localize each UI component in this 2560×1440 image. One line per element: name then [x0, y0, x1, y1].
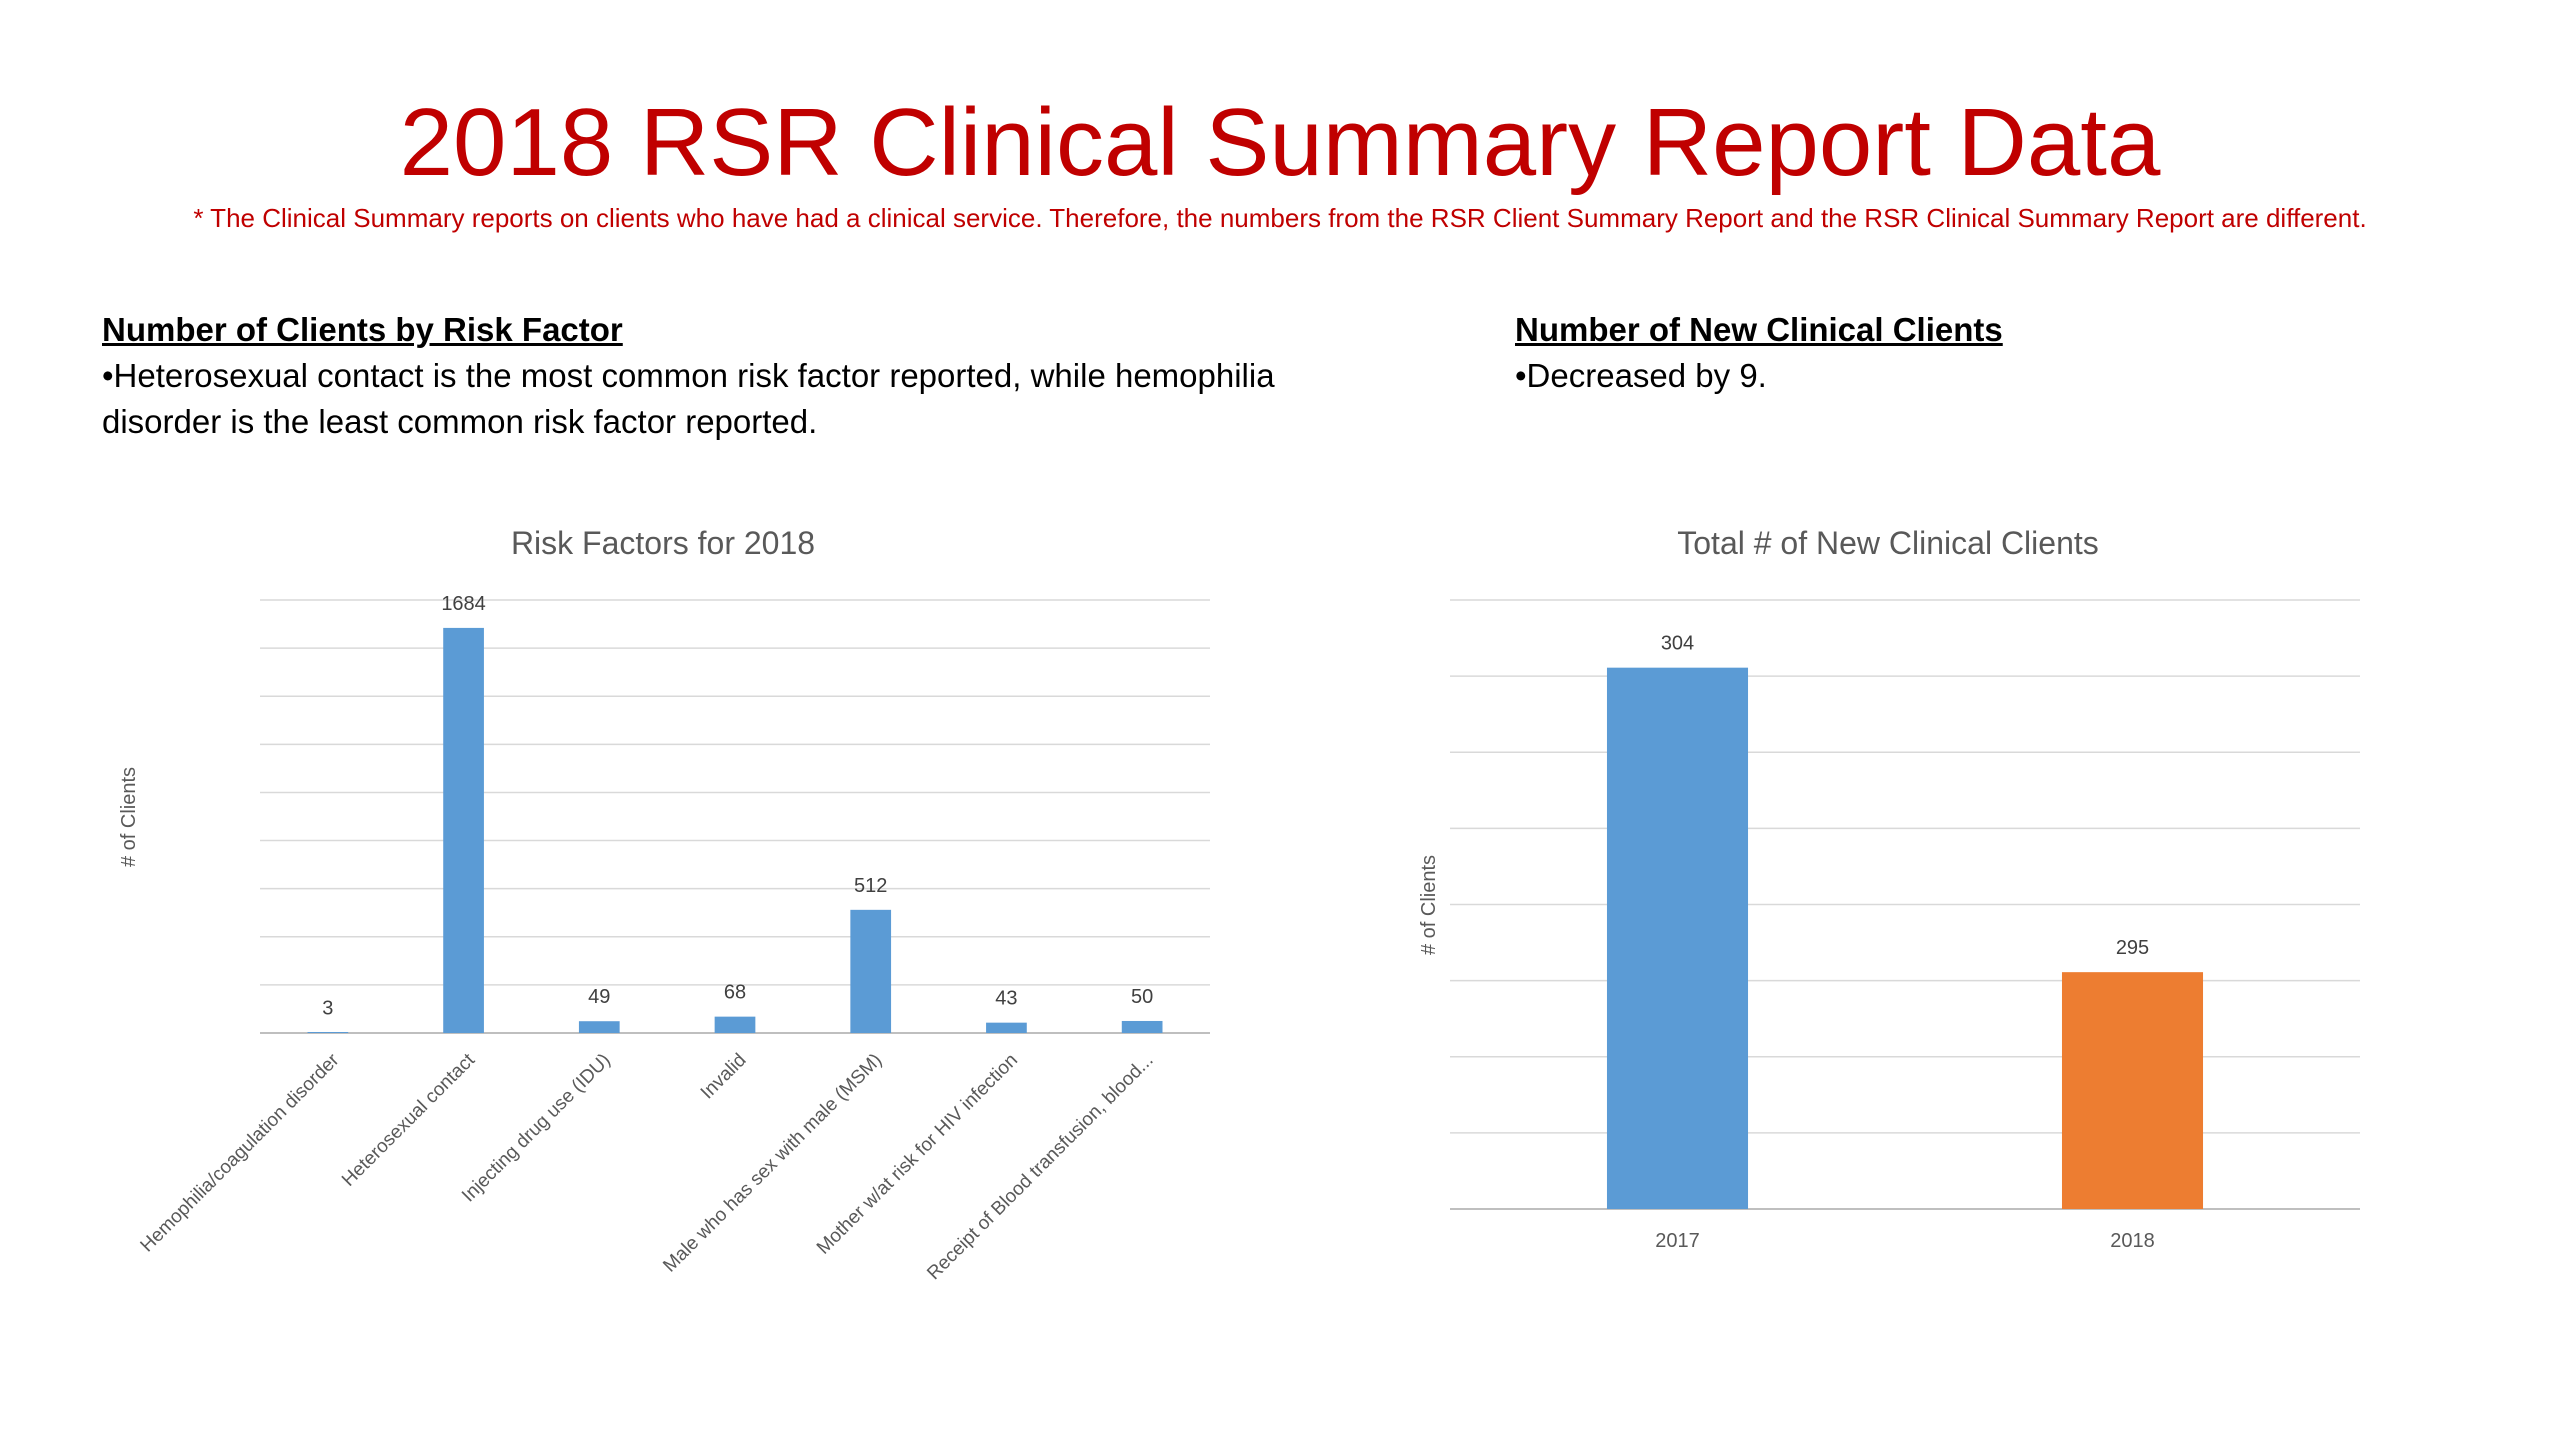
risk-factor-section: Number of Clients by Risk Factor •Hetero…	[102, 307, 1302, 445]
new-clients-section: Number of New Clinical Clients •Decrease…	[1515, 307, 2415, 399]
bar-6	[1121, 1020, 1163, 1033]
category-label-0: 2017	[1655, 1230, 1700, 1252]
data-label-1: 1684	[441, 593, 486, 615]
category-label-3: Invalid	[697, 1050, 751, 1104]
bar-5	[986, 1022, 1027, 1033]
y-axis-label: # of Clients	[1418, 855, 1440, 955]
data-label-3: 68	[724, 982, 746, 1004]
risk-factors-chart-svg: Risk Factors for 2018 # of Clients 3 Hemoph…	[118, 525, 1210, 1284]
category-label-1: 2018	[2110, 1230, 2155, 1252]
category-label-6: Receipt of Blood transfusion, blood...	[923, 1050, 1157, 1284]
chart-title: Total # of New Clinical Clients	[1677, 525, 2099, 561]
data-label-2: 49	[588, 986, 610, 1008]
new-clients-heading: Number of New Clinical Clients	[1515, 311, 2003, 348]
bar-3	[714, 1016, 756, 1033]
new-clients-bullet: •Decreased by 9.	[1515, 357, 1767, 394]
page-title: 2018 RSR Clinical Summary Report Data	[399, 89, 2161, 196]
footnote: * The Clinical Summary reports on client…	[193, 203, 2367, 233]
bar-4	[850, 909, 892, 1033]
bar-2	[578, 1021, 620, 1033]
data-label-0: 3	[322, 997, 333, 1019]
new-clients-chart: Total # of New Clinical Clients # of Clie…	[1400, 520, 2420, 1320]
chart-title: Risk Factors for 2018	[511, 525, 815, 561]
bar-0	[307, 1032, 349, 1033]
new-clients-chart-svg: Total # of New Clinical Clients # of Clie…	[1418, 525, 2360, 1252]
y-axis-label: # of Clients	[118, 767, 140, 867]
data-label-1: 295	[2116, 937, 2149, 959]
data-label-6: 50	[1131, 986, 1153, 1008]
risk-factor-bullet: •Heterosexual contact is the most common…	[102, 357, 1275, 440]
category-label-1: Heterosexual contact	[338, 1049, 480, 1191]
category-label-0: Hemophilia/coagulation disorder	[137, 1049, 344, 1256]
risk-factors-chart: Risk Factors for 2018 # of Clients 3 Hemoph…	[80, 520, 1260, 1320]
bar-0	[1606, 667, 1749, 1209]
bar-1	[443, 627, 484, 1033]
risk-factor-heading: Number of Clients by Risk Factor	[102, 311, 623, 348]
bar-1	[2061, 972, 2204, 1209]
category-label-2: Injecting drug use (IDU)	[458, 1050, 615, 1207]
data-label-4: 512	[854, 875, 887, 897]
category-label-4: Male who has sex with male (MSM)	[659, 1050, 886, 1277]
data-label-0: 304	[1661, 633, 1694, 655]
data-label-5: 43	[995, 988, 1017, 1010]
